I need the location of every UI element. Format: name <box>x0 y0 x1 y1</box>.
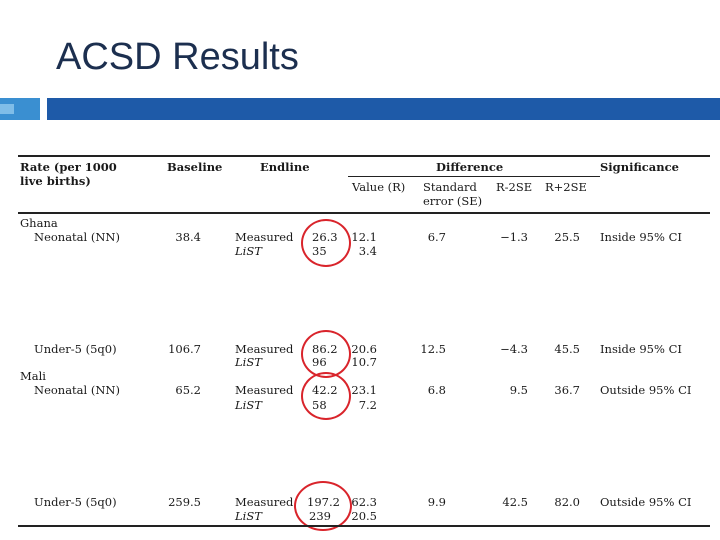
accent-bar-marker <box>0 104 14 114</box>
row-measured: Measured <box>235 342 294 356</box>
row-r-plus: 82.0 <box>554 495 580 509</box>
row-baseline: 106.7 <box>168 342 201 356</box>
row-list: LiST <box>235 244 262 258</box>
row-value-list: 10.7 <box>351 355 377 369</box>
row-r-plus: 36.7 <box>554 383 580 397</box>
row-value-measured: 23.1 <box>351 383 377 397</box>
header-rate-2: live births) <box>20 174 91 188</box>
row-r-minus: −4.3 <box>500 342 528 356</box>
row-significance: Outside 95% CI <box>600 495 692 509</box>
row-r-plus: 45.5 <box>554 342 580 356</box>
header-bottom-rule <box>18 212 710 214</box>
row-significance: Outside 95% CI <box>600 383 692 397</box>
row-se: 9.9 <box>427 495 446 509</box>
highlight-circle <box>301 219 351 267</box>
highlight-circle <box>301 330 351 378</box>
row-significance: Inside 95% CI <box>600 342 682 356</box>
header-r-minus: R-2SE <box>496 180 533 194</box>
slide-title: ACSD Results <box>56 36 299 78</box>
accent-bar <box>47 98 720 120</box>
highlight-circle <box>301 372 351 420</box>
header-difference: Difference <box>436 160 504 174</box>
row-r-minus: −1.3 <box>500 230 528 244</box>
row-measured: Measured <box>235 230 294 244</box>
row-value-list: 3.4 <box>358 244 377 258</box>
row-baseline: 65.2 <box>175 383 201 397</box>
difference-rule <box>348 176 600 177</box>
row-se: 6.7 <box>427 230 446 244</box>
row-list: LiST <box>235 398 262 412</box>
row-value-measured: 62.3 <box>351 495 377 509</box>
table-top-rule <box>18 155 710 157</box>
row-label: Neonatal (NN) <box>34 230 120 244</box>
header-se: Standard <box>423 180 477 194</box>
row-label: Neonatal (NN) <box>34 383 120 397</box>
header-significance: Significance <box>600 160 679 174</box>
highlight-circle <box>294 481 352 531</box>
row-label: Under-5 (5q0) <box>34 342 117 356</box>
row-measured: Measured <box>235 383 294 397</box>
row-r-minus: 9.5 <box>509 383 528 397</box>
row-se: 12.5 <box>420 342 446 356</box>
row-value-measured: 20.6 <box>351 342 377 356</box>
row-value-list: 7.2 <box>358 398 377 412</box>
row-significance: Inside 95% CI <box>600 230 682 244</box>
row-list: LiST <box>235 509 262 523</box>
header-baseline: Baseline <box>167 160 223 174</box>
header-endline: Endline <box>260 160 310 174</box>
header-rate: Rate (per 1000 <box>20 160 117 174</box>
header-value: Value (R) <box>352 180 406 194</box>
accent-bar-left <box>0 98 40 120</box>
results-table: Rate (per 1000 live births) Baseline End… <box>18 155 710 531</box>
group-mali: Mali <box>20 369 46 383</box>
row-baseline: 38.4 <box>175 230 201 244</box>
row-measured: Measured <box>235 495 294 509</box>
header-se-2: error (SE) <box>423 194 483 208</box>
row-value-measured: 12.1 <box>351 230 377 244</box>
row-list: LiST <box>235 355 262 369</box>
group-ghana: Ghana <box>20 216 58 230</box>
row-label: Under-5 (5q0) <box>34 495 117 509</box>
row-r-minus: 42.5 <box>502 495 528 509</box>
table-bottom-rule <box>18 525 710 527</box>
row-value-list: 20.5 <box>351 509 377 523</box>
row-baseline: 259.5 <box>168 495 201 509</box>
row-r-plus: 25.5 <box>554 230 580 244</box>
row-se: 6.8 <box>427 383 446 397</box>
header-r-plus: R+2SE <box>545 180 587 194</box>
